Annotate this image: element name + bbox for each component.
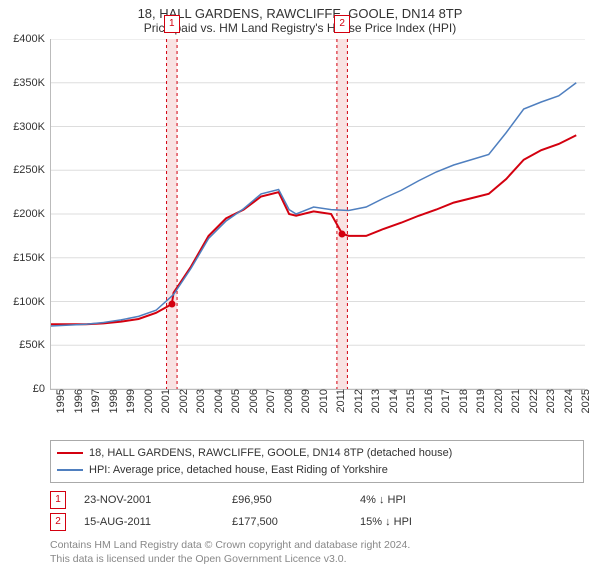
price-chart: £0£50K£100K£150K£200K£250K£300K£350K£400… (50, 39, 585, 390)
sales-list: 1 23-NOV-2001 £96,950 4% ↓ HPI 2 15-AUG-2011 £… (50, 489, 584, 533)
x-axis-label: 2023 (541, 389, 557, 413)
legend-swatch (57, 452, 83, 454)
x-axis-label: 2019 (471, 389, 487, 413)
x-axis-label: 2022 (524, 389, 540, 413)
footer-line: Contains HM Land Registry data © Crown c… (50, 539, 584, 553)
y-axis-label: £0 (33, 383, 51, 395)
page-title: 18, HALL GARDENS, RAWCLIFFE, GOOLE, DN14… (0, 0, 600, 21)
legend-swatch (57, 469, 83, 471)
x-axis-label: 2010 (314, 389, 330, 413)
x-axis-label: 2004 (209, 389, 225, 413)
x-axis-label: 2011 (331, 389, 347, 413)
x-axis-label: 2012 (349, 389, 365, 413)
footer-line: This data is licensed under the Open Gov… (50, 553, 584, 566)
x-axis-label: 2007 (261, 389, 277, 413)
x-axis-label: 2009 (296, 389, 312, 413)
x-axis-label: 2025 (576, 389, 592, 413)
x-axis-label: 1998 (104, 389, 120, 413)
x-axis-label: 2003 (191, 389, 207, 413)
x-axis-label: 2008 (279, 389, 295, 413)
x-axis-label: 1995 (51, 389, 67, 413)
x-axis-label: 2013 (366, 389, 382, 413)
x-axis-label: 2018 (454, 389, 470, 413)
sale-diff: 4% ↓ HPI (360, 494, 406, 506)
x-axis-label: 2000 (139, 389, 155, 413)
x-axis-label: 1996 (69, 389, 85, 413)
x-axis-label: 2006 (244, 389, 260, 413)
sale-date: 23-NOV-2001 (84, 494, 214, 506)
sale-row: 2 15-AUG-2011 £177,500 15% ↓ HPI (50, 511, 584, 533)
sale-marker: 2 (334, 15, 350, 33)
page-subtitle: Price paid vs. HM Land Registry's House … (0, 21, 600, 39)
x-axis-label: 2017 (436, 389, 452, 413)
x-axis-label: 2014 (384, 389, 400, 413)
x-axis-label: 2016 (419, 389, 435, 413)
x-axis-label: 2005 (226, 389, 242, 413)
y-axis-label: £200K (13, 208, 51, 220)
y-axis-label: £100K (13, 296, 51, 308)
sale-date: 15-AUG-2011 (84, 516, 214, 528)
legend-label: 18, HALL GARDENS, RAWCLIFFE, GOOLE, DN14… (89, 445, 452, 462)
legend: 18, HALL GARDENS, RAWCLIFFE, GOOLE, DN14… (50, 440, 584, 483)
x-axis-label: 2024 (559, 389, 575, 413)
legend-label: HPI: Average price, detached house, East… (89, 462, 388, 479)
sale-diff: 15% ↓ HPI (360, 516, 412, 528)
footer-attribution: Contains HM Land Registry data © Crown c… (50, 539, 584, 566)
legend-item: 18, HALL GARDENS, RAWCLIFFE, GOOLE, DN14… (57, 445, 577, 462)
x-axis-label: 1997 (86, 389, 102, 413)
sale-dot (168, 301, 175, 308)
sale-price: £96,950 (232, 494, 342, 506)
sale-row: 1 23-NOV-2001 £96,950 4% ↓ HPI (50, 489, 584, 511)
x-axis-label: 2002 (174, 389, 190, 413)
sale-number: 1 (50, 491, 66, 509)
x-axis-label: 2015 (401, 389, 417, 413)
sale-number: 2 (50, 513, 66, 531)
sale-price: £177,500 (232, 516, 342, 528)
x-axis-label: 2021 (506, 389, 522, 413)
x-axis-label: 1999 (121, 389, 137, 413)
y-axis-label: £300K (13, 121, 51, 133)
x-axis-label: 2001 (156, 389, 172, 413)
legend-item: HPI: Average price, detached house, East… (57, 462, 577, 479)
y-axis-label: £400K (13, 33, 51, 45)
y-axis-label: £150K (13, 252, 51, 264)
sale-marker: 1 (164, 15, 180, 33)
sale-dot (339, 230, 346, 237)
x-axis-label: 2020 (489, 389, 505, 413)
y-axis-label: £50K (19, 339, 51, 351)
y-axis-label: £350K (13, 77, 51, 89)
y-axis-label: £250K (13, 164, 51, 176)
